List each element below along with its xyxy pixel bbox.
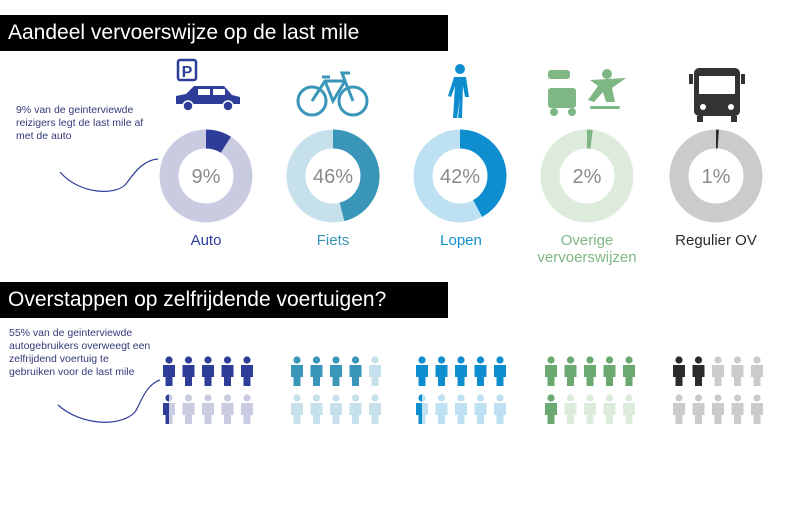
person-faded-4-8 bbox=[731, 394, 744, 424]
person-faded-1-7 bbox=[330, 394, 342, 424]
person-filled-3-4 bbox=[623, 356, 635, 386]
annotation-switch: 55% van de geinterviewde autogebruikers … bbox=[9, 327, 151, 378]
person-filled-0-3 bbox=[221, 356, 234, 386]
person-faded-0-9 bbox=[241, 394, 253, 424]
person-faded-4-5 bbox=[673, 394, 685, 424]
person-faded-3-9 bbox=[623, 394, 635, 424]
donut-slice-0 bbox=[159, 129, 253, 223]
person-faded-1-8 bbox=[349, 394, 362, 424]
annotation-car-share: 9% van de geinterviewde reizigers legt d… bbox=[16, 104, 144, 142]
person-faded-1-9 bbox=[369, 394, 381, 424]
donut-slice-2 bbox=[413, 129, 507, 223]
donut-slice-1 bbox=[286, 129, 380, 223]
section-title-switch: Overstappen op zelfrijdende voertuigen? bbox=[0, 282, 448, 318]
person-faded-4-2 bbox=[712, 356, 724, 386]
person-filled-0-4 bbox=[241, 356, 253, 386]
person-filled-3-2 bbox=[584, 356, 596, 386]
section-title-share: Aandeel vervoerswijze op de last mile bbox=[0, 15, 448, 51]
person-filled-3-5 bbox=[545, 394, 557, 424]
person-faded-1-4 bbox=[369, 356, 381, 386]
person-faded-2-9 bbox=[494, 394, 506, 424]
person-filled-1-0 bbox=[291, 356, 303, 386]
bus-icon bbox=[689, 68, 745, 122]
person-filled-2-3 bbox=[474, 356, 487, 386]
person-filled-0-0 bbox=[163, 356, 175, 386]
pedestrian-icon bbox=[448, 64, 469, 118]
person-faded-1-6 bbox=[310, 394, 323, 424]
label-lopen: Lopen bbox=[440, 232, 482, 249]
person-faded-0-8 bbox=[221, 394, 234, 424]
pointer-line-1 bbox=[59, 158, 159, 192]
person-faded-4-6 bbox=[692, 394, 705, 424]
person-filled-3-0 bbox=[545, 356, 557, 386]
svg-text:P: P bbox=[182, 64, 193, 81]
person-faded-4-3 bbox=[731, 356, 744, 386]
person-faded-3-6 bbox=[564, 394, 577, 424]
scooter-skater-icon bbox=[548, 69, 626, 116]
person-faded-4-4 bbox=[751, 356, 763, 386]
person-filled-2-4 bbox=[494, 356, 506, 386]
person-faded-4-9 bbox=[751, 394, 763, 424]
person-filled-1-2 bbox=[330, 356, 342, 386]
person-faded-2-6 bbox=[435, 394, 448, 424]
donut-value-3: 2% bbox=[573, 166, 602, 188]
person-faded-4-7 bbox=[712, 394, 724, 424]
person-filled-2-2 bbox=[455, 356, 467, 386]
person-filled-3-3 bbox=[603, 356, 616, 386]
donut-value-0: 9% bbox=[192, 166, 221, 188]
person-filled-2-1 bbox=[435, 356, 448, 386]
person-filled-0-1 bbox=[182, 356, 195, 386]
bicycle-icon bbox=[296, 71, 369, 117]
person-filled-4-1 bbox=[692, 356, 705, 386]
person-partial-0-5 bbox=[163, 394, 169, 424]
pointer-line-2 bbox=[57, 379, 161, 423]
person-faded-2-7 bbox=[455, 394, 467, 424]
person-filled-3-1 bbox=[564, 356, 577, 386]
parking-car-icon: P bbox=[176, 58, 240, 112]
person-partial-2-5 bbox=[416, 394, 422, 424]
donut-value-4: 1% bbox=[702, 166, 731, 188]
donut-slice-4 bbox=[669, 129, 763, 223]
person-filled-1-3 bbox=[349, 356, 362, 386]
person-faded-2-8 bbox=[474, 394, 487, 424]
person-faded-3-8 bbox=[603, 394, 616, 424]
person-filled-1-1 bbox=[310, 356, 323, 386]
label-auto: Auto bbox=[190, 232, 222, 249]
label-fiets: Fiets bbox=[316, 232, 350, 249]
person-faded-0-7 bbox=[202, 394, 214, 424]
donut-slice-3 bbox=[540, 129, 634, 223]
person-filled-0-2 bbox=[202, 356, 214, 386]
person-faded-0-6 bbox=[182, 394, 195, 424]
person-filled-2-0 bbox=[416, 356, 428, 386]
person-faded-3-7 bbox=[584, 394, 596, 424]
donut-value-2: 42% bbox=[440, 166, 480, 188]
person-filled-4-0 bbox=[673, 356, 685, 386]
donut-value-1: 46% bbox=[313, 166, 353, 188]
label-regulier-ov: Regulier OV bbox=[675, 232, 757, 249]
label-overige: Overige vervoerswijzen bbox=[537, 232, 637, 266]
person-faded-1-5 bbox=[291, 394, 303, 424]
